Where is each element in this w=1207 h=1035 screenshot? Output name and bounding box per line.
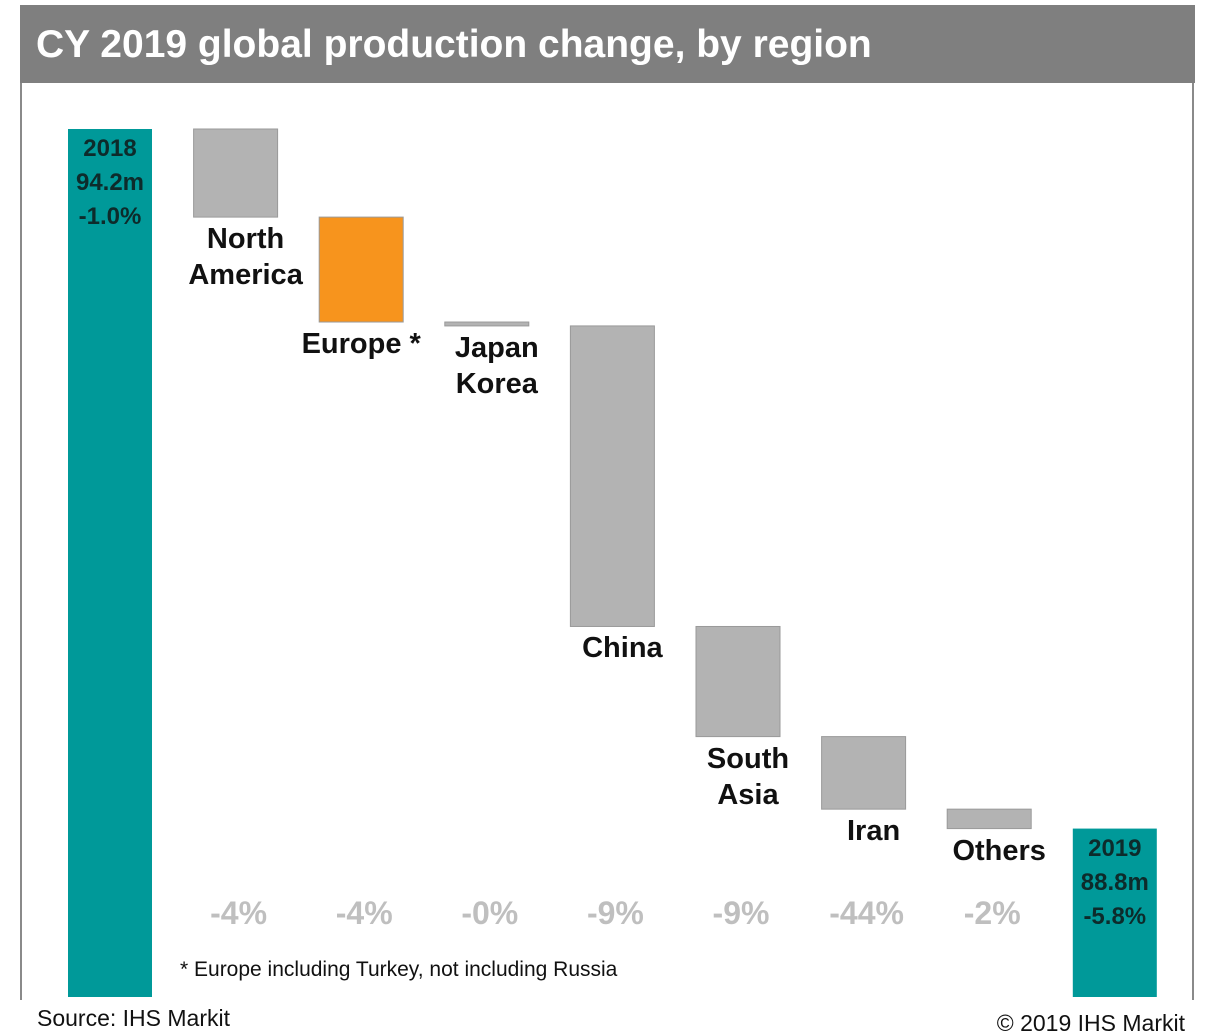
total-label: 88.8m — [1080, 868, 1149, 896]
pct-label: -9% — [712, 895, 770, 931]
change-bar — [695, 625, 781, 738]
category-label: Iran — [847, 815, 901, 848]
change-bar — [193, 128, 279, 218]
total-bar — [1072, 828, 1157, 997]
change-bar — [821, 736, 907, 810]
category-label: Europe * — [301, 328, 421, 361]
total-label: -5.8% — [1083, 902, 1147, 930]
footnote: * Europe including Turkey, not including… — [180, 958, 618, 981]
total-label: 2019 — [1088, 834, 1142, 862]
copyright: © 2019 IHS Markit — [996, 1010, 1185, 1035]
total-label: 2018 — [83, 135, 137, 162]
category-label: Japan Korea — [454, 331, 539, 400]
pct-label: -0% — [461, 895, 519, 931]
pct-label: -9% — [586, 895, 644, 931]
pct-label: -2% — [963, 895, 1021, 931]
total-label: 94.2m — [75, 169, 145, 196]
header: CY 2019 global production change, by reg… — [20, 5, 1195, 83]
chart-title: CY 2019 global production change, by reg… — [36, 23, 872, 66]
category-label: China — [582, 632, 663, 665]
change-bar — [444, 321, 530, 327]
category-label: North America — [188, 223, 303, 292]
total-label: -1.0% — [78, 203, 142, 230]
source: Source: IHS Markit — [37, 1005, 230, 1031]
change-bar — [569, 325, 655, 627]
change-bar — [946, 808, 1032, 830]
category-label: Others — [952, 834, 1046, 867]
category-label: South Asia — [706, 742, 790, 811]
pct-label: -4% — [335, 895, 393, 931]
total-bar — [68, 129, 152, 997]
pct-label: -44% — [829, 895, 904, 931]
change-bar — [318, 216, 404, 323]
pct-label: -4% — [210, 895, 268, 931]
